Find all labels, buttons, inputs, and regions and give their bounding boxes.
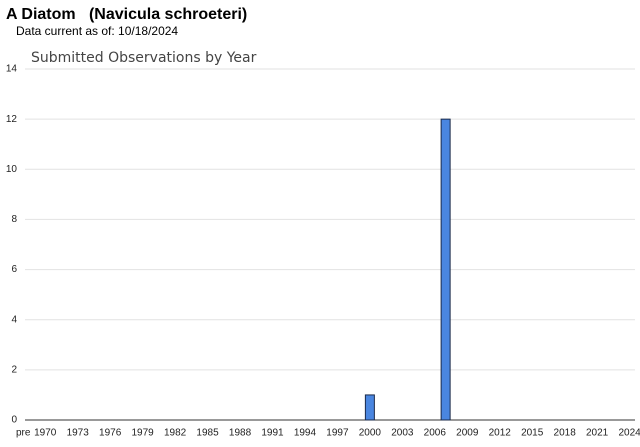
x-tick-label: 1973 [67,428,90,439]
x-tick-label: 1979 [132,428,155,439]
x-tick-label: 1994 [294,428,317,439]
y-tick-label: 2 [11,364,17,375]
y-tick-label: 6 [11,264,17,275]
x-tick-label: pre [16,428,31,439]
x-tick-label: 1976 [99,428,122,439]
x-tick-label: 1970 [34,428,57,439]
x-tick-label: 2024 [618,428,640,439]
y-tick-label: 8 [11,214,17,225]
x-tick-label: 2000 [359,428,382,439]
x-tick-label: 2009 [456,428,479,439]
y-tick-label: 14 [6,64,18,75]
x-tick-label: 1997 [326,428,349,439]
x-tick-label: 2003 [391,428,414,439]
y-tick-label: 10 [6,164,18,175]
chart-title: Submitted Observations by Year [31,50,257,66]
x-tick-label: 2018 [554,428,577,439]
page-title: A Diatom (Navicula schroeteri) [6,6,247,23]
x-tick-label: 2021 [586,428,609,439]
y-tick-label: 12 [6,114,18,125]
x-tick-label: 1988 [229,428,252,439]
x-tick-label: 2012 [489,428,512,439]
x-tick-label: 2015 [521,428,544,439]
x-tick-label: 1985 [196,428,219,439]
y-tick-label: 4 [11,314,17,325]
x-tick-label: 2006 [424,428,447,439]
bar [364,394,375,421]
x-tick-label: 1991 [261,428,284,439]
data-date: Data current as of: 10/18/2024 [16,24,178,38]
x-tick-label: 1982 [164,428,187,439]
bar [440,118,451,421]
y-tick-label: 0 [11,415,17,426]
